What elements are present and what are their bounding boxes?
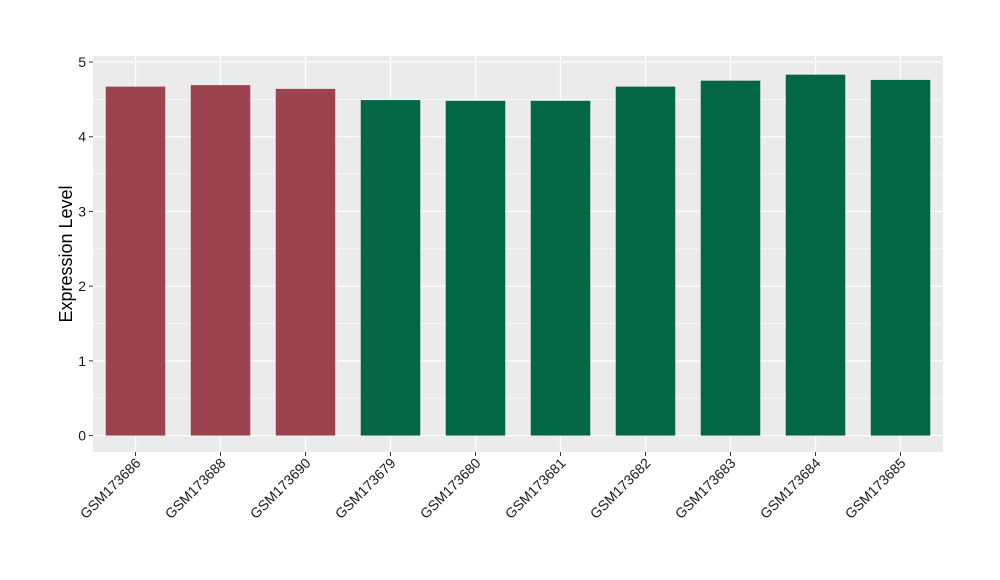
- y-tick-label: 3: [78, 203, 86, 219]
- bar-GSM173685: [870, 79, 931, 436]
- x-tick-label: GSM173681: [502, 455, 569, 522]
- x-tick-label: GSM173686: [77, 455, 144, 522]
- x-tick-label: GSM173679: [332, 455, 399, 522]
- bar-GSM173680: [445, 100, 506, 436]
- bar-GSM173681: [530, 100, 591, 436]
- x-tick-label: GSM173685: [842, 455, 909, 522]
- bar-GSM173684: [785, 74, 846, 436]
- y-tick-label: 4: [78, 129, 86, 145]
- y-tick-label: 2: [78, 278, 86, 294]
- x-tick-label: GSM173690: [247, 455, 314, 522]
- y-axis-title: Expression Level: [56, 185, 76, 322]
- y-tick-label: 1: [78, 353, 86, 369]
- bars-group: [105, 74, 931, 436]
- bar-GSM173690: [275, 88, 336, 436]
- x-tick-label: GSM173682: [587, 455, 654, 522]
- y-tick-label: 5: [78, 54, 86, 70]
- x-tick-label: GSM173683: [672, 455, 739, 522]
- x-tick-label: GSM173688: [162, 455, 229, 522]
- x-axis: GSM173686 GSM173688 GSM173690 GSM173679 GSM1…: [77, 452, 909, 522]
- bar-GSM173688: [190, 85, 251, 436]
- bar-GSM173683: [700, 80, 761, 436]
- bar-GSM173679: [360, 100, 421, 436]
- bar-GSM173686: [105, 86, 166, 436]
- x-tick-label: GSM173684: [757, 455, 824, 522]
- y-tick-label: 0: [78, 428, 86, 444]
- bar-GSM173682: [615, 86, 676, 436]
- x-tick-label: GSM173680: [417, 455, 484, 522]
- y-axis: 0 1 2 3 4 5: [78, 54, 93, 444]
